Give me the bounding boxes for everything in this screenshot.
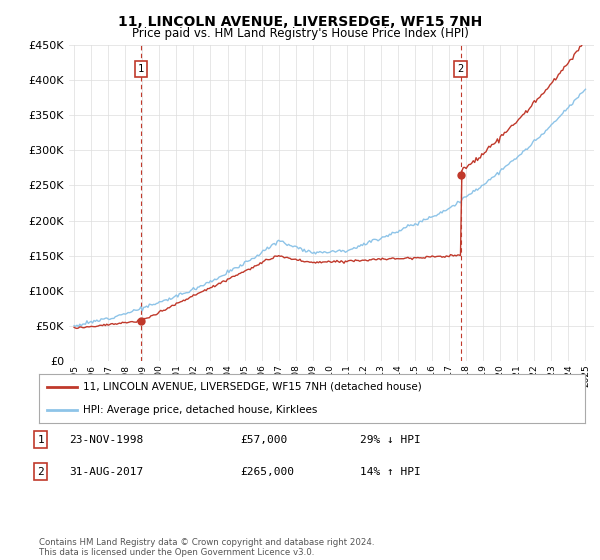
Text: 11, LINCOLN AVENUE, LIVERSEDGE, WF15 7NH: 11, LINCOLN AVENUE, LIVERSEDGE, WF15 7NH — [118, 15, 482, 29]
Text: Price paid vs. HM Land Registry's House Price Index (HPI): Price paid vs. HM Land Registry's House … — [131, 27, 469, 40]
Text: 23-NOV-1998: 23-NOV-1998 — [69, 435, 143, 445]
Text: 11, LINCOLN AVENUE, LIVERSEDGE, WF15 7NH (detached house): 11, LINCOLN AVENUE, LIVERSEDGE, WF15 7NH… — [83, 382, 421, 392]
Text: 14% ↑ HPI: 14% ↑ HPI — [360, 466, 421, 477]
Text: 31-AUG-2017: 31-AUG-2017 — [69, 466, 143, 477]
Text: HPI: Average price, detached house, Kirklees: HPI: Average price, detached house, Kirk… — [83, 405, 317, 416]
Text: 2: 2 — [37, 466, 44, 477]
Text: Contains HM Land Registry data © Crown copyright and database right 2024.
This d: Contains HM Land Registry data © Crown c… — [39, 538, 374, 557]
Text: 2: 2 — [457, 64, 464, 74]
Text: 29% ↓ HPI: 29% ↓ HPI — [360, 435, 421, 445]
Text: £57,000: £57,000 — [240, 435, 287, 445]
Text: £265,000: £265,000 — [240, 466, 294, 477]
Text: 1: 1 — [37, 435, 44, 445]
Text: 1: 1 — [137, 64, 144, 74]
